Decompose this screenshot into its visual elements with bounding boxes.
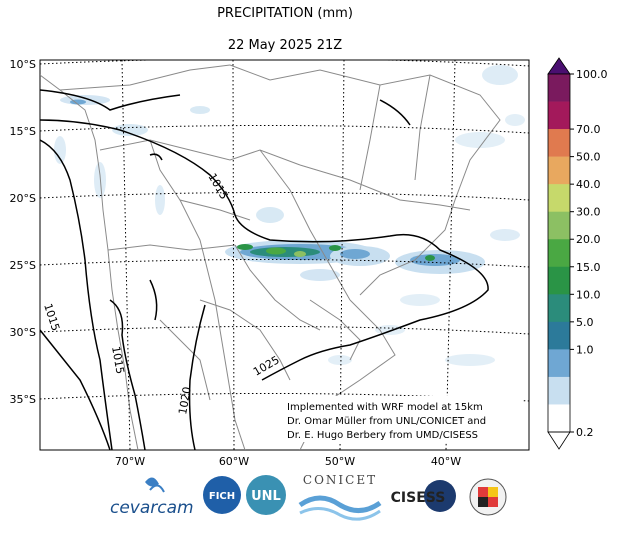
coastlines-borders — [40, 64, 501, 450]
colorbar-segment — [548, 156, 570, 185]
colorbar-segment — [548, 294, 570, 323]
logos-row: cevarcam FICH UNL CONICET CISESS — [110, 473, 507, 521]
colorbar-segment — [548, 239, 570, 268]
lon-label: 70°W — [115, 455, 145, 468]
fich-logo: FICH — [203, 476, 241, 514]
lat-label: 35°S — [10, 393, 36, 406]
colorbar-segment — [548, 376, 570, 405]
colorbar-label: 0.2 — [576, 426, 594, 439]
colorbar-segment — [548, 129, 570, 157]
umd-seal-logo — [469, 478, 507, 516]
map-title: PRECIPITATION (mm) — [217, 6, 353, 21]
svg-text:FICH: FICH — [209, 491, 235, 502]
colorbar-label: 10.0 — [576, 288, 601, 301]
unl-logo: UNL — [246, 475, 286, 515]
colorbar-segment — [548, 321, 570, 350]
colorbar-segment — [548, 101, 570, 130]
colorbar-label: 5.0 — [576, 316, 594, 329]
credit-line: Implemented with WRF model at 15km — [287, 402, 483, 413]
colorbar-segment — [548, 184, 570, 212]
isobar-label: 1020 — [176, 386, 194, 416]
lat-label: 25°S — [10, 259, 36, 272]
colorbar-label: 100.0 — [576, 68, 608, 81]
lat-label: 20°S — [10, 192, 36, 205]
colorbar-label: 40.0 — [576, 178, 601, 191]
lat-label: 15°S — [10, 125, 36, 138]
colorbar-top-extension — [547, 57, 571, 75]
colorbar-label: 70.0 — [576, 123, 601, 136]
lon-label: 40°W — [431, 455, 461, 468]
cisess-logo: CISESS — [391, 480, 456, 512]
latitude-labels: 10°S 15°S 20°S 25°S 30°S 35°S — [10, 58, 36, 406]
map-datetime: 22 May 2025 21Z — [227, 38, 343, 53]
colorbar-label: 15.0 — [576, 261, 601, 274]
isobar-label: 1015 — [109, 345, 127, 375]
colorbar-segment — [548, 404, 570, 433]
colorbar-label: 50.0 — [576, 151, 601, 164]
credit-line: Dr. Omar Müller from UNL/CONICET and — [287, 416, 486, 427]
colorbar-label: 30.0 — [576, 206, 601, 219]
precipitation-field — [54, 65, 525, 366]
longitude-labels: 70°W 60°W 50°W 40°W — [115, 455, 461, 468]
lon-label: 60°W — [219, 455, 249, 468]
lat-label: 10°S — [10, 58, 36, 71]
colorbar-segment — [548, 211, 570, 240]
svg-text:CONICET: CONICET — [303, 473, 377, 487]
colorbar-label: 20.0 — [576, 233, 601, 246]
colorbar-label: 1.0 — [576, 343, 594, 356]
graticule — [40, 60, 529, 450]
colorbar-segment — [548, 266, 570, 295]
cevarcam-text: cevarcam — [110, 498, 194, 518]
conicet-logo: CONICET — [298, 473, 382, 521]
colorbar-segment — [548, 74, 570, 102]
svg-text:UNL: UNL — [251, 489, 281, 504]
colorbar-bottom-extension — [547, 431, 571, 450]
isobars — [40, 89, 489, 450]
svg-text:CISESS: CISESS — [391, 490, 446, 506]
lon-label: 50°W — [325, 455, 355, 468]
lat-label: 30°S — [10, 326, 36, 339]
credits-box: Implemented with WRF model at 15km Dr. O… — [282, 396, 522, 442]
credit-line: Dr. E. Hugo Berbery from UMD/CISESS — [287, 430, 478, 441]
colorbar: 100.0 70.0 50.0 40.0 30.0 20.0 15.0 10.0 5.0 1.0 0… — [547, 57, 608, 450]
cevarcam-logo: cevarcam — [110, 477, 194, 518]
colorbar-segment — [548, 349, 570, 378]
